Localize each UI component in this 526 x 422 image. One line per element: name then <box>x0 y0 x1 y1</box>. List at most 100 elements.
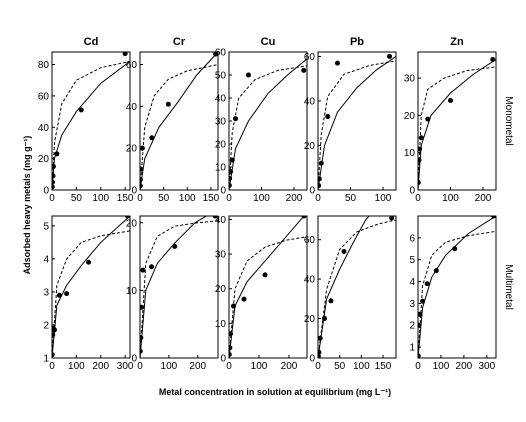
y-tick-label: 60 <box>38 91 50 102</box>
data-point <box>233 116 238 122</box>
y-tick-label: 60 <box>304 235 316 246</box>
dashed-curve <box>318 219 396 358</box>
plot-area <box>318 53 396 190</box>
x-tick-label: 0 <box>415 193 421 204</box>
y-tick-label: 60 <box>304 52 316 63</box>
y-tick-label: 6 <box>409 233 415 244</box>
panel-title: Cu <box>261 36 276 48</box>
dashed-curve <box>418 230 496 358</box>
y-tick-label: 0 <box>220 354 226 365</box>
y-tick-label: 1 <box>409 343 415 354</box>
panel: Cd 0 20 40 60 80 0 50 100 150 <box>38 36 134 204</box>
x-tick-label: 100 <box>68 361 85 372</box>
y-tick-label: 0 <box>309 186 315 197</box>
y-tick-label: 5 <box>43 221 49 232</box>
data-point <box>389 216 395 221</box>
y-tick-label: 0 <box>409 186 415 197</box>
x-tick-label: 100 <box>251 361 268 372</box>
plot-area <box>418 216 496 358</box>
dashed-curve <box>229 236 307 358</box>
y-tick-label: 3 <box>409 299 415 310</box>
y-tick-label: 2 <box>43 320 49 331</box>
x-tick-label: 100 <box>353 361 370 372</box>
solid-curve <box>229 58 307 190</box>
y-tick-label: 0 <box>43 186 49 197</box>
dashed-curve <box>418 66 496 190</box>
y-tick-label: 10 <box>215 319 227 330</box>
y-tick-label: 10 <box>215 163 227 174</box>
x-tick-label: 0 <box>226 361 232 372</box>
y-tick-label: 20 <box>215 140 227 151</box>
plot-frame <box>139 215 219 359</box>
x-tick-label: 300 <box>478 361 495 372</box>
x-tick-label: 100 <box>179 193 196 204</box>
panel-title: Cd <box>84 36 99 48</box>
solid-curve <box>140 216 208 358</box>
y-tick-label: 30 <box>215 250 227 261</box>
data-point <box>246 72 251 78</box>
y-tick-label: 20 <box>404 111 416 122</box>
row-label: Monometal <box>503 96 514 145</box>
solid-curve <box>318 216 370 358</box>
x-tick-label: 100 <box>442 193 459 204</box>
y-tick-label: 20 <box>215 284 227 295</box>
panel: Cu 0 10 20 30 40 50 60 0 100 200 <box>215 36 308 204</box>
panel: Cr 0 20 40 60 0 50 100 150 <box>126 36 220 204</box>
panel: Zn 0 10 20 30 0 100 200 <box>404 36 497 204</box>
row-label: Multimetal <box>503 264 514 310</box>
data-point <box>140 267 146 273</box>
data-point <box>424 281 430 287</box>
y-tick-label: 40 <box>304 96 316 107</box>
y-tick-label: 40 <box>38 123 50 134</box>
dashed-curve <box>140 64 218 190</box>
solid-curve <box>52 216 130 358</box>
y-tick-label: 3 <box>43 287 49 298</box>
y-tick-label: 20 <box>126 218 138 229</box>
data-point <box>212 216 218 219</box>
x-tick-label: 50 <box>345 193 357 204</box>
x-tick-label: 200 <box>475 193 492 204</box>
panel: Pb 0 20 40 60 0 50 100 <box>304 36 397 204</box>
dashed-curve <box>140 220 218 358</box>
y-tick-label: 2 <box>409 321 415 332</box>
plot-frame <box>51 215 131 359</box>
y-tick-label: 30 <box>215 117 227 128</box>
y-tick-label: 60 <box>126 60 138 71</box>
y-tick-label: 40 <box>126 102 138 113</box>
x-tick-label: 50 <box>158 193 170 204</box>
y-tick-label: 20 <box>304 141 316 152</box>
y-tick-label: 80 <box>38 60 50 71</box>
x-tick-label: 200 <box>456 361 473 372</box>
panel: 1 2 3 4 5 0 100 200 300 <box>43 215 134 372</box>
x-tick-label: 100 <box>92 193 109 204</box>
x-tick-label: 100 <box>161 361 178 372</box>
solid-curve <box>418 59 496 190</box>
x-tick-label: 0 <box>226 193 232 204</box>
x-tick-label: 50 <box>334 361 346 372</box>
x-tick-label: 100 <box>253 193 270 204</box>
dashed-curve <box>229 65 307 190</box>
y-tick-label: 30 <box>404 74 416 85</box>
x-tick-label: 0 <box>137 361 143 372</box>
data-point <box>78 107 84 113</box>
plot-area <box>418 56 496 190</box>
plot-area <box>140 216 218 358</box>
data-point <box>325 114 331 120</box>
data-point <box>149 264 155 270</box>
x-tick-label: 0 <box>315 361 321 372</box>
data-point <box>241 296 247 302</box>
data-point <box>262 272 268 278</box>
y-tick-label: 50 <box>215 71 227 82</box>
plot-frame <box>317 215 397 359</box>
y-tick-label: 1 <box>43 354 49 365</box>
x-tick-label: 200 <box>189 361 206 372</box>
y-tick-label: 40 <box>215 94 227 105</box>
data-point <box>301 67 307 73</box>
plot-frame <box>228 51 308 191</box>
data-point <box>140 145 145 151</box>
x-tick-label: 50 <box>71 193 83 204</box>
y-tick-label: 0 <box>131 186 137 197</box>
solid-curve <box>318 56 396 190</box>
